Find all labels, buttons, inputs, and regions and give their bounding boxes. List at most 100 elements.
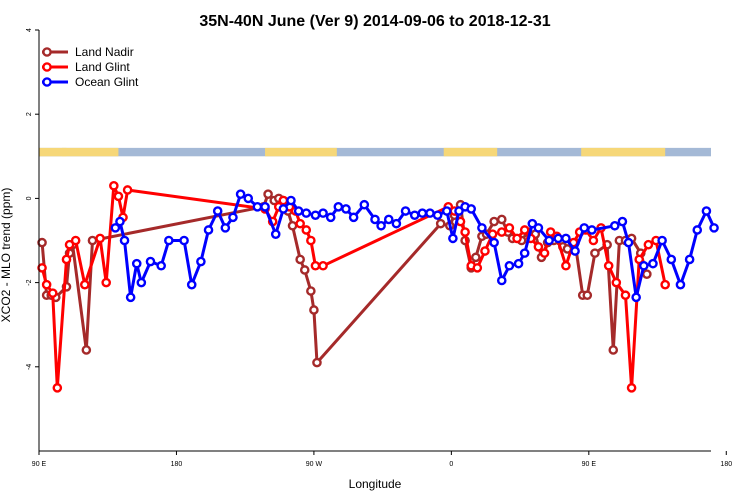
data-point — [295, 254, 305, 265]
data-point — [470, 252, 481, 263]
data-point — [131, 258, 142, 269]
data-point — [472, 263, 483, 273]
data-point — [639, 260, 649, 271]
data-point — [454, 206, 464, 216]
legend-item: Ocean Glint — [42, 75, 139, 89]
data-point — [539, 248, 550, 258]
data-point — [270, 229, 281, 239]
data-point — [631, 292, 641, 303]
data-point — [684, 254, 695, 265]
data-point — [318, 260, 328, 271]
legend-item: Land Glint — [42, 60, 130, 74]
legend-label: Ocean Glint — [75, 75, 139, 89]
data-point — [643, 239, 654, 250]
series-layer — [37, 180, 719, 393]
x-tick-label: 90 W — [306, 461, 323, 468]
data-point — [623, 237, 634, 248]
data-point — [527, 218, 538, 229]
data-point — [306, 286, 316, 296]
data-point — [504, 260, 515, 271]
data-point — [441, 206, 452, 216]
data-point — [519, 248, 530, 258]
land-segment — [581, 147, 666, 157]
data-point — [383, 214, 394, 225]
data-point — [512, 233, 522, 244]
x-tick-label: 180 — [720, 461, 732, 468]
data-point — [519, 225, 530, 235]
data-point — [81, 345, 92, 355]
data-point — [533, 223, 544, 233]
data-point — [480, 246, 490, 256]
data-point — [252, 202, 263, 212]
data-point — [370, 214, 380, 225]
data-point — [220, 223, 231, 233]
land-segment — [265, 147, 337, 157]
data-point — [122, 185, 133, 195]
data-point — [70, 235, 81, 246]
data-point — [657, 235, 667, 246]
data-point — [448, 233, 458, 244]
data-point — [496, 214, 507, 225]
data-point — [325, 212, 336, 223]
legend-label: Land Nadir — [75, 45, 134, 59]
data-point — [376, 220, 386, 231]
data-point — [278, 204, 289, 214]
data-point — [37, 263, 47, 273]
data-point — [620, 290, 631, 301]
data-point — [212, 206, 223, 216]
y-axis-label: XCO2 - MLO trend (ppm) — [0, 188, 13, 323]
data-point — [348, 212, 359, 223]
land-segment — [61, 147, 119, 157]
legend-swatch-marker — [42, 77, 52, 87]
data-point — [203, 225, 214, 235]
data-point — [47, 288, 58, 298]
data-point — [61, 254, 72, 265]
legend-swatch-marker — [42, 62, 52, 72]
ocean-band — [39, 147, 711, 157]
data-point — [626, 383, 637, 393]
data-point — [113, 191, 124, 202]
data-point — [64, 239, 75, 250]
data-point — [115, 216, 125, 227]
data-point — [310, 210, 321, 221]
y-tick-label: 0 — [26, 196, 33, 200]
data-point — [648, 258, 658, 269]
data-point — [156, 260, 166, 271]
data-point — [617, 216, 628, 227]
data-point — [110, 223, 121, 233]
data-point — [109, 180, 119, 191]
data-point — [37, 237, 47, 248]
data-point — [293, 206, 304, 216]
data-point — [295, 218, 305, 229]
data-point — [164, 235, 174, 246]
series-line — [114, 192, 716, 299]
data-point — [391, 218, 402, 229]
data-point — [260, 202, 270, 212]
data-point — [318, 208, 328, 218]
data-point — [186, 279, 197, 290]
legend-item: Land Nadir — [42, 45, 134, 59]
data-point — [228, 212, 238, 223]
series-1 — [37, 189, 652, 368]
data-point — [460, 227, 470, 237]
data-point — [579, 223, 590, 233]
y-tick-label: -4 — [26, 364, 33, 370]
data-point — [341, 204, 351, 214]
data-point — [196, 256, 206, 267]
y-tick-label: 2 — [26, 112, 33, 116]
x-tick-label: 180 — [171, 461, 183, 468]
data-point — [609, 220, 620, 231]
data-point — [435, 218, 446, 229]
data-point — [692, 225, 703, 235]
data-point — [582, 290, 593, 301]
data-point — [299, 265, 310, 275]
data-point — [489, 216, 499, 227]
data-point — [553, 233, 564, 244]
data-point — [544, 235, 554, 246]
land-ocean-band — [39, 147, 711, 157]
data-point — [504, 223, 515, 233]
data-point — [243, 193, 254, 204]
data-point — [533, 242, 544, 252]
data-point — [287, 220, 298, 231]
